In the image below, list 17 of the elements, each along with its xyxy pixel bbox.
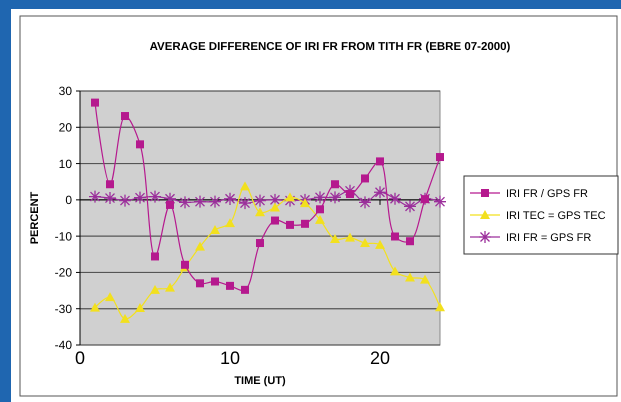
y-tick-label: 30 — [58, 84, 72, 98]
y-tick-label: -20 — [54, 266, 72, 280]
y-tick-label: -10 — [54, 229, 72, 244]
x-tick-label: 0 — [74, 348, 86, 368]
x-axis-title: TIME (UT) — [234, 375, 286, 387]
legend-label: IRI FR / GPS FR — [506, 188, 588, 200]
y-tick-label: 0 — [65, 193, 72, 208]
legend-label: IRI FR = GPS FR — [506, 232, 592, 244]
y-axis-title: PERCENT — [29, 191, 41, 244]
y-tick-label: -30 — [54, 302, 72, 316]
y-tick-label: 10 — [58, 156, 72, 171]
y-tick-label: 20 — [58, 120, 72, 134]
x-tick-label: 10 — [220, 348, 240, 368]
legend-label: IRI TEC = GPS TEC — [506, 210, 606, 222]
x-tick-label: 20 — [370, 348, 390, 368]
y-tick-label: -40 — [54, 338, 72, 352]
chart-title: AVERAGE DIFFERENCE OF IRI FR FROM TITH FR (EBRE 07-2000) — [150, 41, 511, 53]
